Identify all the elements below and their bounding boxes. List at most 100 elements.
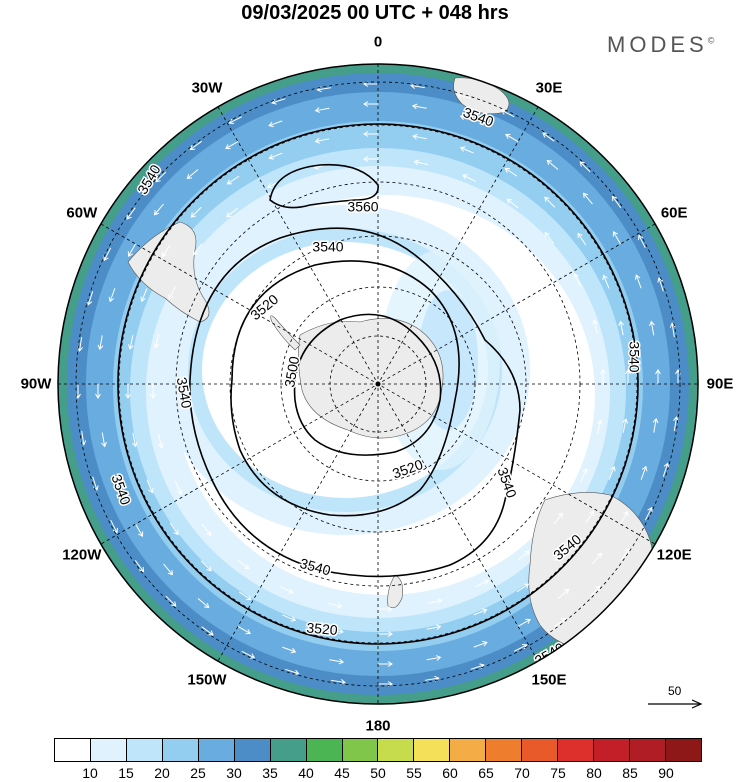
wind-vector [131, 432, 138, 448]
colorbar-swatch [630, 739, 666, 761]
longitude-label: 90E [706, 375, 734, 393]
wind-vector [542, 132, 555, 142]
wind-vector [475, 579, 490, 588]
wind-vector [200, 560, 212, 572]
wind-vector [553, 512, 564, 525]
longitude-label: 120W [62, 546, 102, 564]
wind-vector [427, 598, 443, 604]
wind-vector [644, 506, 653, 521]
wind-vector [114, 479, 122, 494]
wind-vector [426, 655, 442, 661]
colorbar-swatch [90, 739, 127, 761]
wind-vector [165, 595, 177, 607]
wind-vector [612, 231, 621, 245]
wind-vector [97, 335, 104, 351]
wind-vector [662, 462, 670, 477]
wind-vector [506, 198, 519, 209]
colorbar-label: 85 [622, 765, 638, 781]
wind-vector [592, 552, 603, 565]
colorbar-swatch [55, 739, 91, 761]
wind-vector [134, 560, 145, 573]
wind-vector [363, 101, 378, 107]
wind-vector [412, 133, 427, 140]
wind-vector [197, 598, 210, 609]
colorbar-swatch [234, 739, 271, 761]
longitude-label: 60E [660, 204, 688, 222]
wind-vector [505, 133, 519, 142]
colorbar-label: 75 [550, 765, 566, 781]
wind-vector [226, 207, 239, 218]
wind-vector [192, 243, 203, 256]
new-zealand [387, 574, 403, 609]
wind-vectors [75, 81, 681, 687]
wind-vector [546, 159, 559, 170]
wind-vector [585, 510, 595, 524]
colorbar-label: 45 [334, 765, 350, 781]
contour-label: 3560 [347, 199, 378, 215]
colorbar-swatch [450, 739, 487, 761]
wind-vector [282, 646, 297, 654]
wind-vector [378, 661, 393, 667]
contour-3540-inner [189, 227, 521, 578]
wind-vector [169, 522, 179, 536]
wind-vector [101, 432, 107, 448]
colorbar-label: 15 [118, 765, 134, 781]
australia [528, 492, 654, 651]
colorbar-label: 55 [406, 765, 422, 781]
wind-vector [600, 369, 606, 384]
colorbar-swatch [594, 739, 630, 761]
longitude-label: 60W [66, 204, 98, 222]
wind-vector [378, 606, 393, 612]
wind-vector [580, 468, 588, 482]
wind-vector [462, 174, 476, 182]
map-title: 09/03/2025 00 UTC + 048 hrs [241, 2, 509, 24]
contour-3500 [293, 313, 442, 456]
colorbar-label: 30 [226, 765, 242, 781]
wind-vector [163, 563, 174, 576]
colorbar-swatch [414, 739, 451, 761]
wind-vector [237, 559, 250, 570]
wind-vector [638, 234, 646, 249]
wind-vector [329, 658, 345, 665]
contour-label: 3500 [281, 355, 302, 389]
wind-vector [652, 417, 659, 433]
wind-vector [285, 668, 300, 676]
wind-vector [573, 272, 582, 287]
wind-vector [189, 140, 202, 151]
brand-logo: MODES© [607, 32, 714, 58]
wind-vector [473, 608, 488, 616]
wind-vector [554, 617, 567, 628]
wind-vector [625, 369, 631, 384]
wind-vector [282, 614, 297, 622]
colorbar-label: 80 [586, 765, 602, 781]
wind-vector [411, 103, 427, 110]
wind-vector [500, 109, 515, 118]
brand-name: MODES [607, 32, 708, 57]
wind-vector [238, 591, 252, 601]
wind-vector [201, 523, 212, 536]
wind-vector [225, 141, 239, 150]
colorbar-label: 70 [514, 765, 530, 781]
longitude-label: 90W [20, 375, 52, 393]
wind-vector [126, 207, 136, 220]
wind-vector [135, 523, 144, 537]
wind-vector [459, 146, 474, 154]
wind-vector [241, 650, 256, 659]
wind-vector [363, 131, 378, 137]
colorbar-swatch [162, 739, 199, 761]
wind-vector [125, 384, 131, 399]
colorbar-swatch [270, 739, 307, 761]
colorbar-label: 90 [658, 765, 674, 781]
wind-vector [268, 120, 283, 128]
wind-vector [544, 232, 555, 245]
contour-3540-outer [117, 123, 639, 645]
colorbar-swatch [486, 739, 523, 761]
wind-vector [150, 384, 156, 399]
wind-vector [517, 618, 531, 627]
colorbar [54, 738, 702, 762]
contour-3520 [230, 260, 460, 517]
colorbar-label: 20 [154, 765, 170, 781]
longitude-label: 180 [365, 717, 391, 735]
colorbar-label: 60 [442, 765, 458, 781]
